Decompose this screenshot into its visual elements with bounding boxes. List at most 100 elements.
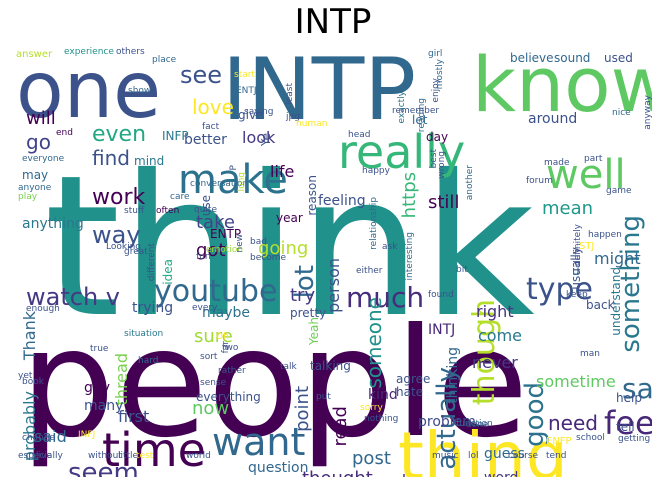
cloud-word-guess: guess	[484, 446, 525, 462]
cloud-word-used: used	[604, 51, 633, 65]
cloud-word-around: around	[528, 111, 578, 127]
cloud-word-someone: someone	[362, 297, 386, 389]
cloud-word-quite: quite	[194, 205, 217, 215]
cloud-word-take: take	[196, 212, 235, 233]
cloud-word-part: part	[584, 154, 603, 164]
cloud-word-definitely: definitely	[573, 224, 583, 267]
cloud-word-far: far	[221, 341, 231, 354]
cloud-word-little: little	[118, 451, 139, 461]
cloud-word-experience: experience	[64, 47, 114, 57]
cloud-word-sense: sense	[200, 378, 227, 388]
cloud-word-place: place	[152, 55, 177, 65]
cloud-word-often: often	[156, 206, 180, 216]
cloud-word-yet: yet	[18, 371, 33, 381]
cloud-word-entp: ENTP	[210, 227, 242, 241]
cloud-word-made: made	[544, 158, 570, 168]
cloud-word-may: may	[22, 168, 49, 182]
cloud-word-guy: guy	[84, 380, 111, 396]
cloud-word-sure: sure	[194, 326, 233, 347]
cloud-word-true: true	[90, 344, 109, 354]
cloud-word-man: man	[580, 349, 600, 359]
cloud-word-situation: situation	[124, 329, 164, 339]
cloud-word-least: least	[285, 83, 295, 105]
cloud-word-first: first	[118, 407, 150, 426]
cloud-word-looking: Looking	[106, 242, 141, 252]
cloud-word-watch-v: watch v	[26, 283, 120, 311]
cloud-word-function: function	[456, 419, 493, 429]
cloud-word-exactly: exactly	[397, 91, 407, 124]
cloud-word-different: different	[147, 243, 157, 282]
cloud-word-say: say	[622, 372, 652, 405]
cloud-word-world: world	[186, 451, 211, 461]
cloud-word-head: head	[348, 130, 371, 140]
cloud-word-enfp: ENFP	[546, 436, 572, 447]
cloud-word-others: others	[116, 47, 145, 57]
cloud-word-course: course	[508, 451, 539, 461]
cloud-word-thinking: thinking	[445, 347, 461, 404]
cloud-word-see: see	[180, 61, 223, 89]
cloud-word-word: word	[484, 471, 518, 477]
cloud-word-sound: sound	[554, 51, 591, 65]
cloud-word-either: either	[356, 266, 383, 276]
cloud-word-youtube: youtube	[154, 274, 278, 309]
cloud-word-pretty: pretty	[290, 306, 327, 320]
cloud-word-bad: bad	[250, 237, 267, 247]
cloud-word-music: music	[432, 451, 459, 461]
cloud-word-believe: believe	[510, 51, 554, 65]
cloud-word-forum: forum	[526, 176, 553, 186]
cloud-word-post: post	[352, 448, 391, 469]
cloud-word-change: change	[22, 433, 56, 443]
cloud-word-game: game	[606, 186, 632, 196]
cloud-word-hard: hard	[138, 356, 159, 366]
word-cloud: think people INTP know one thing really make wel…	[16, 47, 652, 477]
cloud-word-oh: Oh	[216, 332, 229, 342]
cloud-word-lol: lol	[468, 451, 479, 461]
cloud-word-reason: reason	[305, 175, 319, 216]
cloud-word-remember: remember	[392, 106, 440, 116]
cloud-word-live: live	[36, 451, 52, 461]
cloud-word-question: question	[248, 460, 309, 476]
cloud-word-great: great	[124, 247, 148, 257]
cloud-word-always: always	[392, 473, 447, 478]
cloud-word-every: every	[192, 303, 218, 313]
cloud-word-life: life	[270, 162, 295, 181]
cloud-word-got: got	[196, 240, 226, 261]
cloud-word-interesting: interesting	[405, 232, 415, 281]
cloud-word-feeling: feeling	[318, 193, 366, 209]
cloud-word-one: one	[16, 47, 162, 136]
cloud-word-might: might	[594, 249, 641, 268]
cloud-word-want: want	[212, 420, 306, 464]
cloud-word-thing: thing	[398, 418, 568, 478]
cloud-word-seem: seem	[68, 458, 139, 477]
cloud-word-many: many	[84, 398, 124, 414]
cloud-word-start: start	[234, 70, 255, 80]
cloud-word-know: know	[472, 47, 652, 129]
cloud-word-answer: answer	[16, 49, 53, 60]
cloud-word-sometime: sometime	[536, 372, 616, 391]
cloud-word-entj: ENTJ	[236, 86, 257, 96]
cloud-word-p: P	[229, 165, 239, 171]
cloud-word-done: done	[466, 420, 489, 430]
cloud-word-said: said	[34, 427, 67, 446]
cloud-word-maybe: maybe	[202, 305, 251, 321]
cloud-word-mean: mean	[542, 198, 594, 219]
cloud-word-idea: idea	[161, 259, 175, 285]
cloud-word-fun: fun	[196, 252, 211, 262]
cloud-word-found: found	[428, 290, 454, 300]
cloud-word-now: now	[192, 398, 230, 419]
cloud-word-day: day	[426, 130, 449, 144]
cloud-word-think: think	[44, 133, 535, 360]
cloud-word-ye: Ye	[259, 133, 273, 147]
cloud-word-everyone: everyone	[22, 154, 65, 164]
cloud-word-read: read	[330, 406, 351, 447]
cloud-word-bit: bit	[456, 265, 468, 275]
cloud-word-look: look	[242, 128, 276, 147]
cloud-word-sorry: sorry	[360, 403, 383, 413]
cloud-word-saying: saying	[244, 107, 274, 117]
cloud-word-happen: happen	[588, 230, 622, 240]
cloud-word-will: will	[26, 108, 56, 129]
cloud-word-intj: INTJ	[428, 322, 456, 338]
cloud-word-long: long	[237, 172, 247, 192]
cloud-word-hate: hate	[396, 385, 424, 399]
cloud-word-istj: ISTJ	[576, 241, 595, 252]
